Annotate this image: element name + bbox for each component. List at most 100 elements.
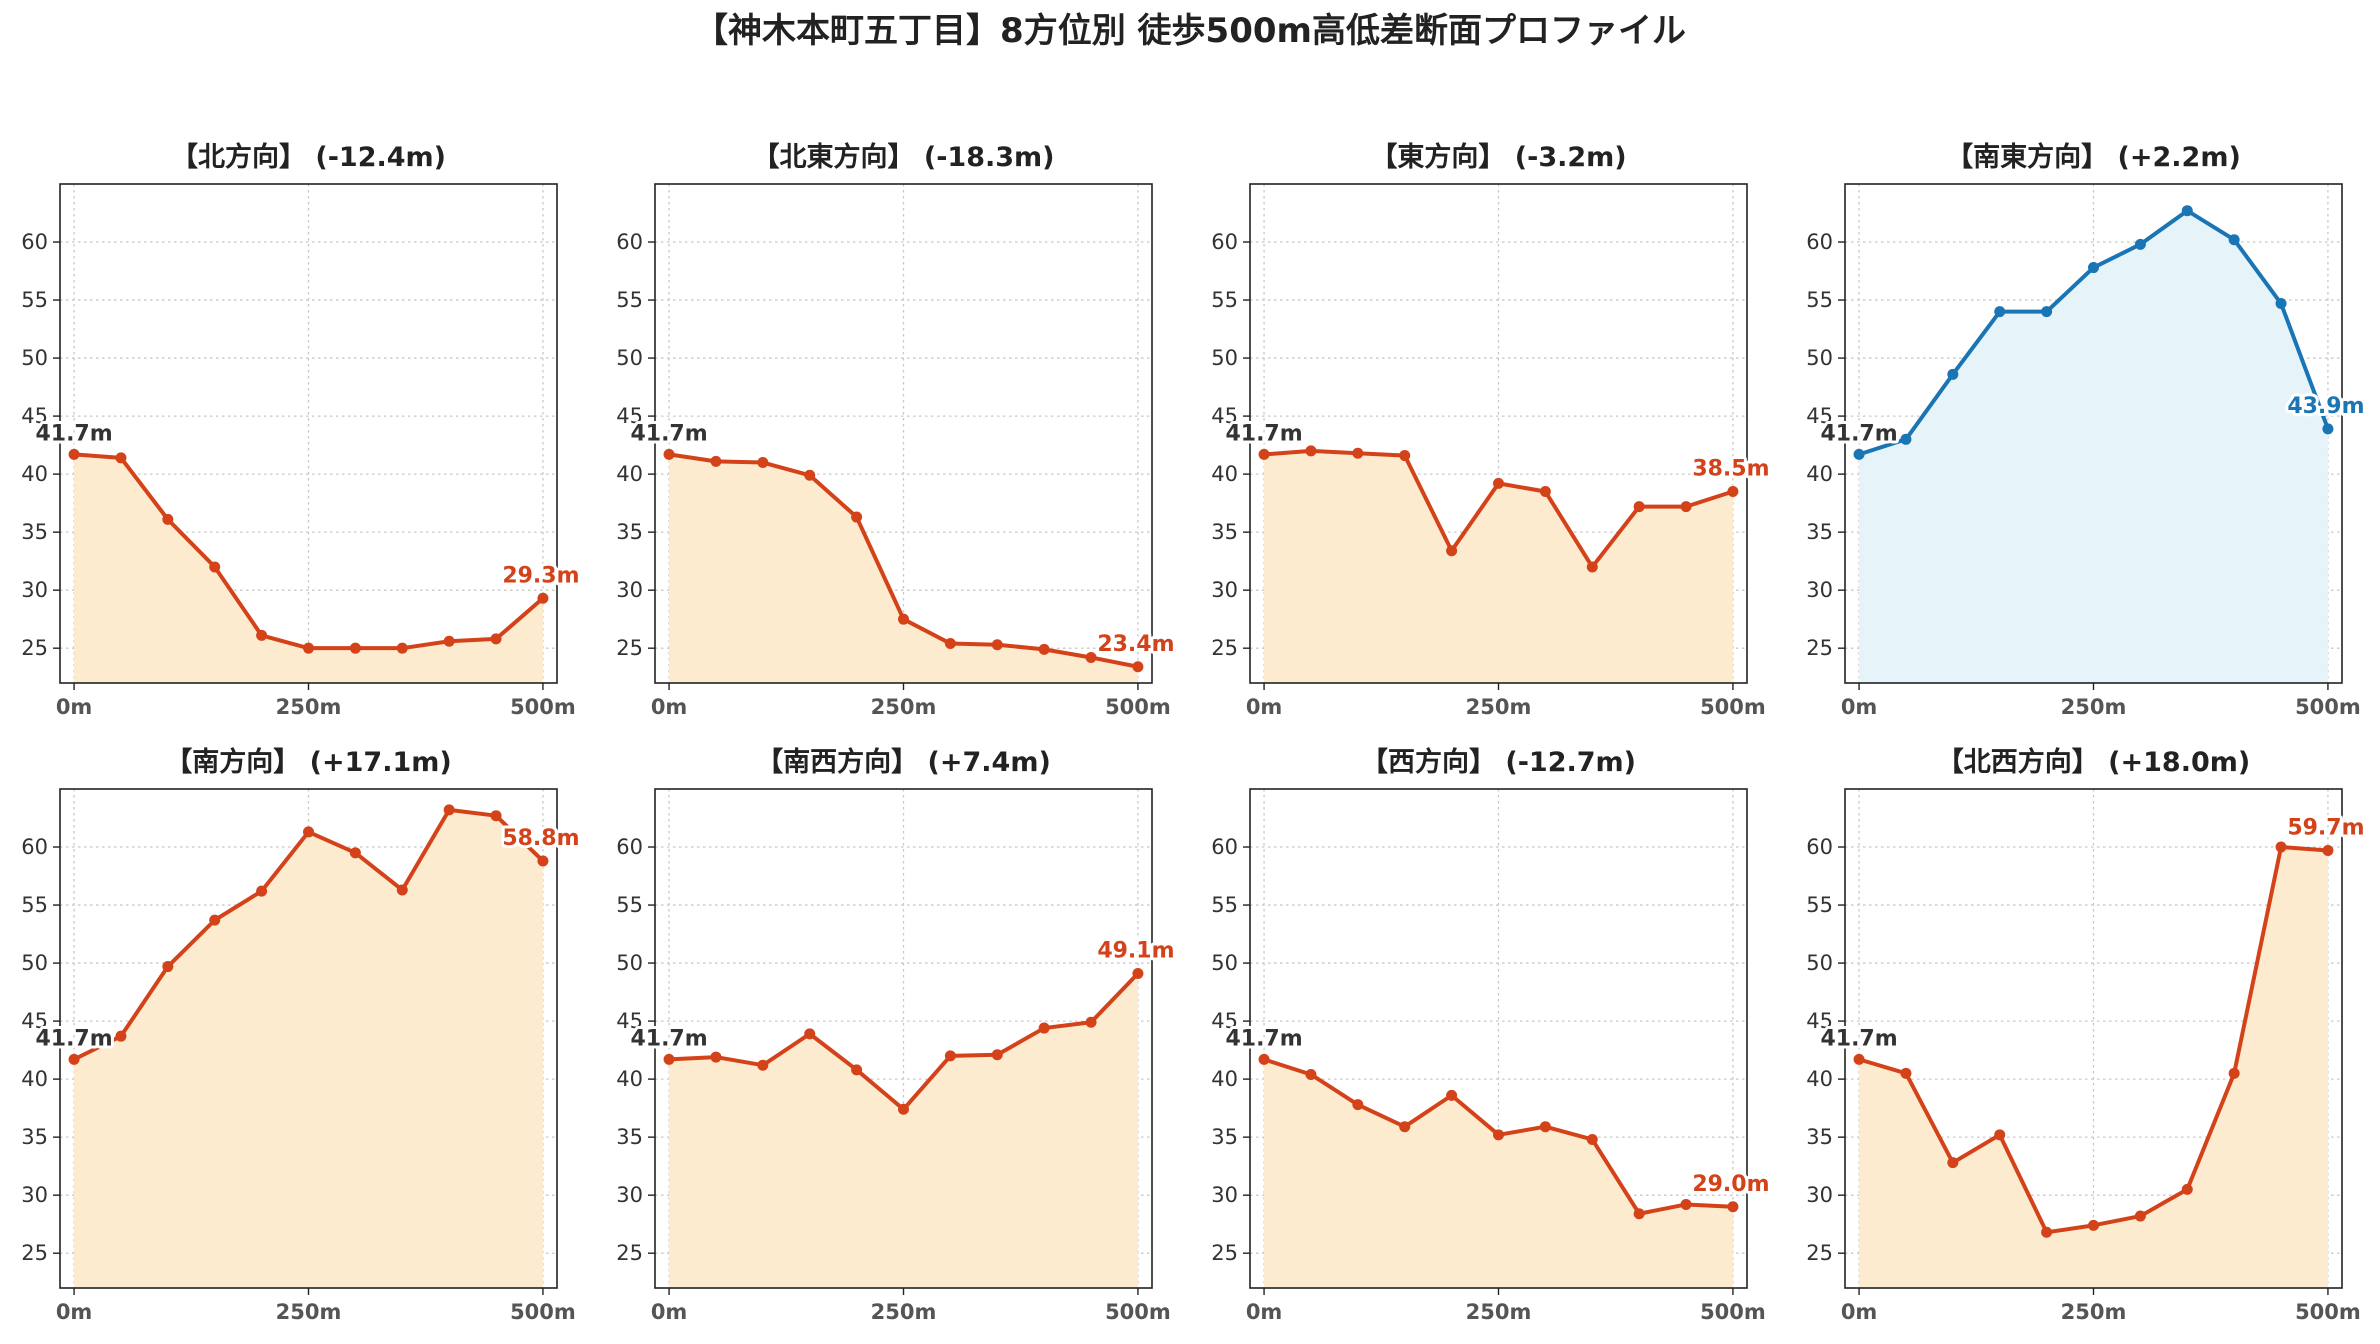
y-tick-label: 35 — [1211, 520, 1238, 544]
x-tick-label: 250m — [2061, 695, 2127, 719]
data-point — [68, 448, 80, 460]
y-tick-label: 50 — [1806, 346, 1833, 370]
y-tick-label: 60 — [1211, 230, 1238, 254]
y-tick-label: 45 — [21, 404, 48, 428]
y-tick-label: 25 — [1806, 1241, 1833, 1265]
y-tick-label: 50 — [616, 346, 643, 370]
y-tick-label: 60 — [21, 835, 48, 859]
x-tick-label: 0m — [1841, 1300, 1878, 1324]
data-point — [1038, 643, 1050, 655]
data-point — [851, 1064, 863, 1076]
y-tick-label: 45 — [1211, 404, 1238, 428]
end-elevation-label: 58.8m — [502, 826, 579, 851]
subplot-title: 【北東方向】 (-18.3m) — [752, 141, 1054, 173]
data-point — [256, 629, 268, 641]
y-tick-label: 55 — [616, 288, 643, 312]
start-elevation-label: 41.7m — [1225, 421, 1302, 446]
y-tick-label: 25 — [616, 1241, 643, 1265]
data-point — [1132, 661, 1144, 673]
y-tick-label: 55 — [1211, 288, 1238, 312]
end-elevation-label: 38.5m — [1692, 457, 1769, 482]
x-tick-label: 500m — [1105, 1300, 1171, 1324]
data-point — [2181, 1183, 2193, 1195]
x-tick-label: 500m — [2295, 1300, 2361, 1324]
y-tick-label: 40 — [1211, 1067, 1238, 1091]
elevation-area — [669, 973, 1138, 1288]
y-tick-label: 40 — [616, 1067, 643, 1091]
end-elevation-label: 29.0m — [1692, 1172, 1769, 1197]
y-tick-label: 35 — [616, 520, 643, 544]
data-point — [757, 1059, 769, 1071]
subplot-5: 【南方向】 (+17.1m) 25 30 35 40 45 50 55 60 0m 250m 500m… — [21, 746, 582, 1324]
x-tick-label: 0m — [1841, 695, 1878, 719]
data-point — [1038, 1022, 1050, 1034]
data-point — [443, 635, 455, 647]
data-point — [1258, 1053, 1270, 1065]
subplot-3: 【東方向】 (-3.2m) 25 30 35 40 45 50 55 60 0m 250m 500m 4… — [1211, 141, 1772, 719]
data-point — [2181, 205, 2193, 217]
x-tick-label: 250m — [871, 695, 937, 719]
subplot-title: 【北方向】 (-12.4m) — [171, 141, 446, 173]
data-point — [1680, 501, 1692, 513]
data-point — [115, 1030, 127, 1042]
x-tick-label: 0m — [1246, 1300, 1283, 1324]
data-point — [1633, 1208, 1645, 1220]
subplot-7: 【西方向】 (-12.7m) 25 30 35 40 45 50 55 60 0m 250m 500m… — [1211, 746, 1772, 1324]
y-tick-label: 25 — [21, 636, 48, 660]
y-tick-label: 30 — [616, 578, 643, 602]
y-tick-label: 30 — [21, 578, 48, 602]
data-point — [1399, 450, 1411, 462]
x-tick-label: 250m — [276, 1300, 342, 1324]
end-elevation-label: 43.9m — [2287, 394, 2364, 419]
elevation-area — [669, 454, 1138, 683]
x-tick-label: 500m — [510, 695, 576, 719]
elevation-area — [1264, 450, 1733, 683]
y-tick-label: 40 — [21, 1067, 48, 1091]
data-point — [443, 804, 455, 816]
y-tick-label: 30 — [1211, 578, 1238, 602]
y-tick-label: 55 — [21, 288, 48, 312]
data-point — [1853, 448, 1865, 460]
subplot-title: 【南方向】 (+17.1m) — [165, 746, 451, 778]
y-tick-label: 35 — [1806, 1125, 1833, 1149]
x-tick-label: 500m — [1700, 695, 1766, 719]
data-point — [2134, 1210, 2146, 1222]
data-point — [1446, 545, 1458, 557]
y-tick-label: 35 — [21, 520, 48, 544]
x-tick-label: 250m — [276, 695, 342, 719]
start-elevation-label: 41.7m — [630, 421, 707, 446]
data-point — [115, 452, 127, 464]
y-tick-label: 30 — [616, 1183, 643, 1207]
data-point — [1258, 448, 1270, 460]
y-tick-label: 35 — [1211, 1125, 1238, 1149]
y-tick-label: 25 — [1806, 636, 1833, 660]
subplot-title: 【南東方向】 (+2.2m) — [1946, 141, 2241, 173]
y-tick-label: 35 — [1806, 520, 1833, 544]
y-tick-label: 40 — [1211, 462, 1238, 486]
y-tick-label: 25 — [1211, 636, 1238, 660]
data-point — [710, 455, 722, 467]
y-tick-label: 45 — [616, 404, 643, 428]
y-tick-label: 45 — [1806, 404, 1833, 428]
subplot-4: 【南東方向】 (+2.2m) 25 30 35 40 45 50 55 60 0m 250m 500m… — [1806, 141, 2367, 719]
y-tick-label: 30 — [1806, 578, 1833, 602]
end-elevation-label: 29.3m — [502, 563, 579, 588]
y-tick-label: 50 — [21, 346, 48, 370]
data-point — [944, 638, 956, 650]
data-point — [162, 961, 174, 973]
data-point — [162, 513, 174, 525]
subplot-1: 【北方向】 (-12.4m) 25 30 35 40 45 50 55 60 0m 250m 500m… — [21, 141, 582, 719]
y-tick-label: 50 — [1806, 951, 1833, 975]
subplot-6: 【南西方向】 (+7.4m) 25 30 35 40 45 50 55 60 0m 250m 500m… — [616, 746, 1177, 1324]
start-elevation-label: 41.7m — [1820, 421, 1897, 446]
data-point — [2088, 1219, 2099, 1231]
y-tick-label: 30 — [1806, 1183, 1833, 1207]
data-point — [209, 914, 221, 926]
data-point — [1352, 1099, 1364, 1111]
x-tick-label: 500m — [1105, 695, 1171, 719]
data-point — [2041, 1226, 2053, 1238]
data-point — [991, 1049, 1003, 1061]
y-tick-label: 55 — [1806, 288, 1833, 312]
start-elevation-label: 41.7m — [35, 1026, 112, 1051]
